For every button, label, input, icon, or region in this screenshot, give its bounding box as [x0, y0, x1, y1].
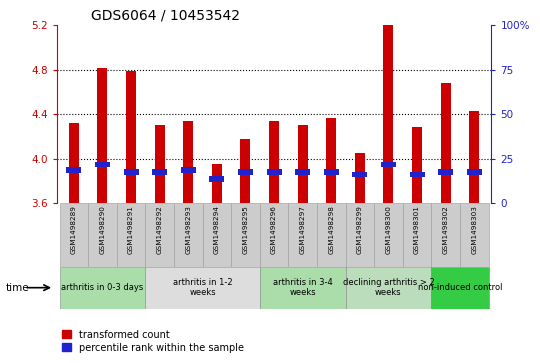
Bar: [438, 170, 453, 175]
Text: GSM1498296: GSM1498296: [271, 205, 277, 254]
Bar: [352, 172, 367, 177]
Bar: [288, 203, 317, 267]
Legend: transformed count, percentile rank within the sample: transformed count, percentile rank withi…: [62, 330, 244, 353]
Bar: [202, 203, 231, 267]
Bar: [231, 203, 260, 267]
Text: GSM1498303: GSM1498303: [471, 205, 477, 254]
Bar: [181, 167, 196, 173]
Text: GDS6064 / 10453542: GDS6064 / 10453542: [91, 9, 240, 23]
Bar: [145, 267, 260, 309]
Bar: [346, 203, 374, 267]
Bar: [174, 203, 202, 267]
Text: time: time: [5, 283, 29, 293]
Bar: [267, 170, 281, 175]
Text: GSM1498291: GSM1498291: [128, 205, 134, 254]
Bar: [117, 203, 145, 267]
Bar: [441, 83, 451, 203]
Bar: [469, 111, 479, 203]
Bar: [374, 203, 403, 267]
Bar: [383, 25, 394, 203]
Bar: [381, 162, 396, 167]
Bar: [355, 153, 365, 203]
Bar: [324, 170, 339, 175]
Bar: [183, 121, 193, 203]
Bar: [467, 170, 482, 175]
Bar: [145, 203, 174, 267]
Bar: [66, 167, 82, 173]
Text: arthritis in 3-4
weeks: arthritis in 3-4 weeks: [273, 278, 333, 297]
Bar: [152, 170, 167, 175]
Bar: [126, 71, 136, 203]
Bar: [124, 170, 139, 175]
Bar: [69, 123, 79, 203]
Text: GSM1498297: GSM1498297: [300, 205, 306, 254]
Text: GSM1498295: GSM1498295: [242, 205, 248, 254]
Bar: [295, 170, 310, 175]
Bar: [154, 126, 165, 203]
Bar: [210, 176, 224, 182]
Bar: [260, 267, 346, 309]
Bar: [326, 118, 336, 203]
Bar: [95, 162, 110, 167]
Text: GSM1498289: GSM1498289: [71, 205, 77, 254]
Bar: [403, 203, 431, 267]
Bar: [346, 267, 431, 309]
Bar: [412, 127, 422, 203]
Text: GSM1498290: GSM1498290: [99, 205, 105, 254]
Bar: [269, 121, 279, 203]
Bar: [238, 170, 253, 175]
Bar: [97, 68, 107, 203]
Bar: [212, 164, 222, 203]
Text: GSM1498292: GSM1498292: [157, 205, 163, 254]
Bar: [409, 172, 424, 177]
Bar: [317, 203, 346, 267]
Bar: [460, 203, 489, 267]
Text: arthritis in 1-2
weeks: arthritis in 1-2 weeks: [173, 278, 232, 297]
Text: non-induced control: non-induced control: [418, 283, 502, 292]
Text: GSM1498294: GSM1498294: [214, 205, 220, 254]
Bar: [59, 267, 145, 309]
Text: GSM1498299: GSM1498299: [357, 205, 363, 254]
Text: GSM1498301: GSM1498301: [414, 205, 420, 254]
Bar: [88, 203, 117, 267]
Bar: [260, 203, 288, 267]
Bar: [59, 203, 88, 267]
Text: GSM1498298: GSM1498298: [328, 205, 334, 254]
Bar: [431, 203, 460, 267]
Text: GSM1498300: GSM1498300: [386, 205, 392, 254]
Text: declining arthritis > 2
weeks: declining arthritis > 2 weeks: [342, 278, 434, 297]
Text: GSM1498302: GSM1498302: [443, 205, 449, 254]
Bar: [431, 267, 489, 309]
Text: arthritis in 0-3 days: arthritis in 0-3 days: [62, 283, 144, 292]
Bar: [298, 126, 308, 203]
Bar: [240, 139, 251, 203]
Text: GSM1498293: GSM1498293: [185, 205, 191, 254]
